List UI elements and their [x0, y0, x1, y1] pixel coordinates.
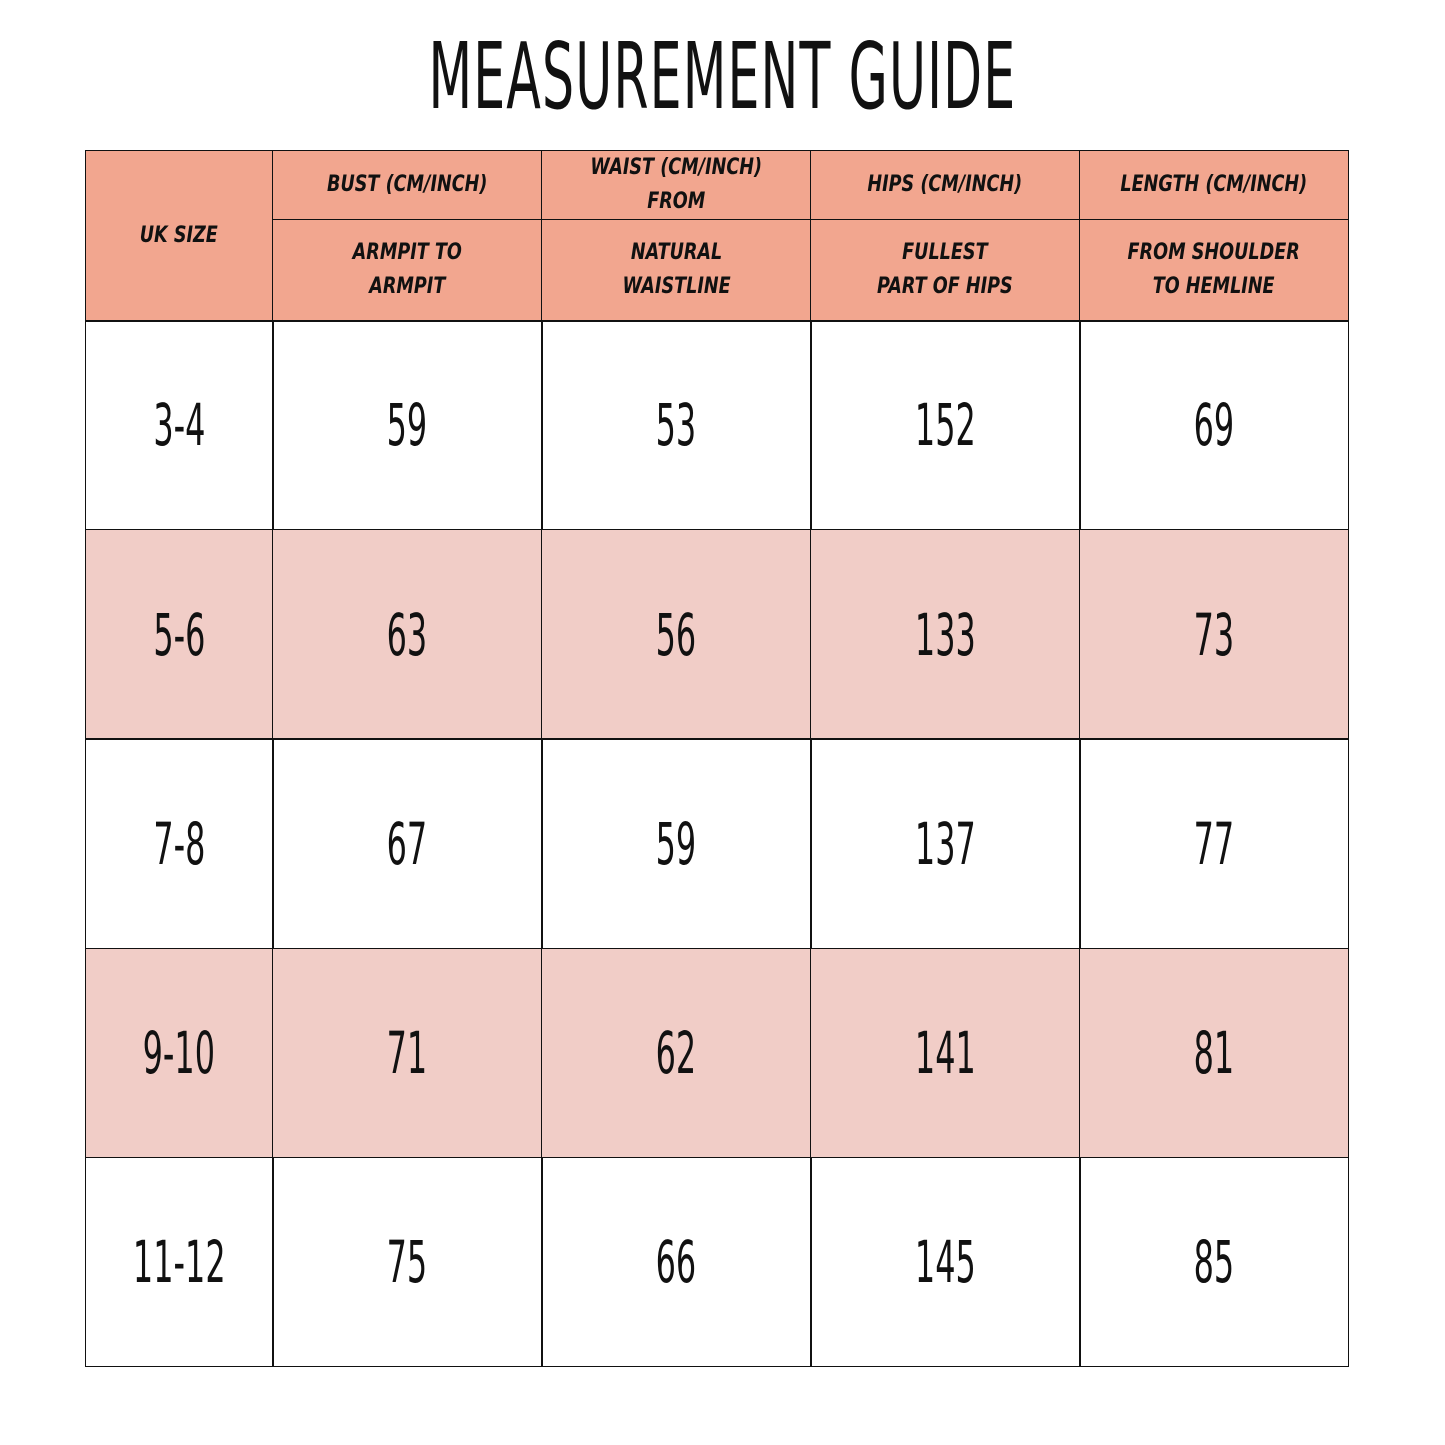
header-line: WAISTLINE: [622, 274, 731, 300]
cell-text: 56: [655, 600, 697, 669]
cell-text: 133: [914, 600, 976, 669]
header-text: UK SIZE: [140, 222, 219, 248]
cell-text: 59: [655, 809, 697, 878]
title-text: MEASUREMENT GUIDE: [428, 23, 1017, 130]
header-line: ARMPIT TO: [352, 240, 462, 266]
data-cell: 141: [810, 947, 1081, 1159]
cell-text: 59: [386, 391, 428, 460]
data-cell: 85: [1079, 1156, 1349, 1368]
data-cell: 152: [810, 320, 1081, 531]
data-cell: 81: [1079, 947, 1349, 1159]
title: MEASUREMENT GUIDE: [0, 22, 1445, 132]
data-cell: 137: [810, 738, 1081, 950]
data-cell: 53: [541, 320, 812, 531]
data-cell: 11-12: [85, 1156, 274, 1368]
cell-text: 62: [655, 1018, 697, 1087]
cell-text: 53: [655, 391, 697, 460]
cell-text: 137: [914, 809, 976, 878]
data-cell: 67: [272, 738, 543, 950]
header-sub-cell: FULLEST PART OF HIPS: [810, 219, 1081, 322]
header-sub-cell: NATURAL WAISTLINE: [541, 219, 812, 322]
header-cell: WAIST (CM/INCH) FROM: [541, 150, 812, 221]
header-line: NATURAL: [630, 240, 722, 266]
data-cell: 66: [541, 1156, 812, 1368]
header-text: HIPS (CM/INCH): [867, 172, 1023, 198]
data-cell: 77: [1079, 738, 1349, 950]
header-line: TO HEMLINE: [1152, 274, 1275, 300]
cell-text: 66: [655, 1228, 697, 1297]
data-cell: 7-8: [85, 738, 274, 950]
data-cell: 69: [1079, 320, 1349, 531]
header-line: ARMPIT: [369, 274, 446, 300]
header-cell: LENGTH (CM/INCH): [1079, 150, 1349, 221]
data-cell: 75: [272, 1156, 543, 1368]
header-sub-cell: ARMPIT TO ARMPIT: [272, 219, 543, 322]
data-cell: 56: [541, 529, 812, 740]
cell-text: 5-6: [153, 600, 206, 669]
data-cell: 71: [272, 947, 543, 1159]
cell-text: 141: [914, 1018, 976, 1087]
data-cell: 5-6: [85, 529, 274, 740]
cell-text: 63: [386, 600, 428, 669]
data-cell: 62: [541, 947, 812, 1159]
cell-text: 85: [1193, 1228, 1235, 1297]
data-cell: 3-4: [85, 320, 274, 531]
cell-text: 3-4: [153, 391, 206, 460]
cell-text: 7-8: [153, 809, 206, 878]
cell-text: 11-12: [132, 1228, 226, 1297]
data-cell: 145: [810, 1156, 1081, 1368]
header-sub-cell: FROM SHOULDER TO HEMLINE: [1079, 219, 1349, 322]
cell-text: 71: [386, 1018, 428, 1087]
header-text: BUST (CM/INCH): [327, 172, 488, 198]
header-text: WAIST (CM/INCH) FROM: [590, 155, 763, 215]
cell-text: 77: [1193, 809, 1235, 878]
header-cell: UK SIZE: [85, 150, 274, 322]
data-cell: 59: [272, 320, 543, 531]
cell-text: 69: [1193, 391, 1235, 460]
data-cell: 63: [272, 529, 543, 740]
cell-text: 9-10: [143, 1018, 216, 1087]
header-text: LENGTH (CM/INCH): [1120, 172, 1308, 198]
header-sub-text: FULLEST PART OF HIPS: [860, 236, 1030, 304]
cell-text: 73: [1193, 600, 1235, 669]
header-sub-text: NATURAL WAISTLINE: [609, 236, 744, 304]
cell-text: 145: [914, 1228, 976, 1297]
header-line: PART OF HIPS: [877, 274, 1014, 300]
header-line: FULLEST: [902, 240, 988, 266]
header-line: FROM SHOULDER: [1127, 240, 1300, 266]
header-cell: BUST (CM/INCH): [272, 150, 543, 221]
cell-text: 75: [386, 1228, 428, 1297]
data-cell: 59: [541, 738, 812, 950]
cell-text: 152: [914, 391, 976, 460]
header-sub-text: FROM SHOULDER TO HEMLINE: [1106, 236, 1321, 304]
data-cell: 9-10: [85, 947, 274, 1159]
cell-text: 81: [1193, 1018, 1235, 1087]
data-cell: 73: [1079, 529, 1349, 740]
cell-text: 67: [386, 809, 428, 878]
header-cell: HIPS (CM/INCH): [810, 150, 1081, 221]
data-cell: 133: [810, 529, 1081, 740]
header-sub-text: ARMPIT TO ARMPIT: [339, 236, 476, 304]
